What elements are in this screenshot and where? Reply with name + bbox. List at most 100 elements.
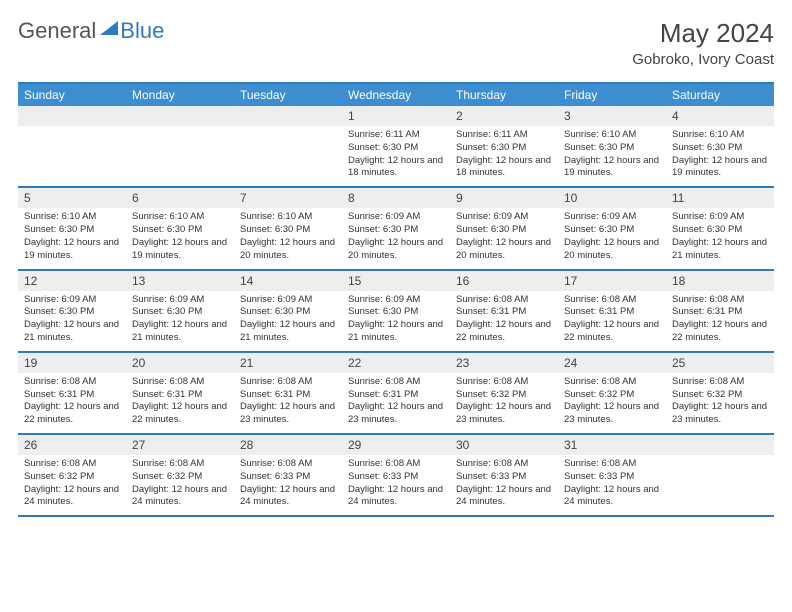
empty-day: [234, 106, 342, 126]
page-header: General Blue May 2024 Gobroko, Ivory Coa…: [18, 18, 774, 68]
empty-day: [666, 435, 774, 455]
triangle-icon: [100, 21, 118, 35]
day-cell: 23Sunrise: 6:08 AMSunset: 6:32 PMDayligh…: [450, 353, 558, 433]
day-number: 8: [342, 188, 450, 208]
day-cell: 5Sunrise: 6:10 AMSunset: 6:30 PMDaylight…: [18, 188, 126, 268]
logo-word-2: Blue: [120, 18, 164, 44]
day-number: 17: [558, 271, 666, 291]
dayname: Friday: [558, 84, 666, 106]
calendar: SundayMondayTuesdayWednesdayThursdayFrid…: [18, 82, 774, 517]
day-cell: 16Sunrise: 6:08 AMSunset: 6:31 PMDayligh…: [450, 271, 558, 351]
day-cell: 21Sunrise: 6:08 AMSunset: 6:31 PMDayligh…: [234, 353, 342, 433]
day-details: Sunrise: 6:09 AMSunset: 6:30 PMDaylight:…: [666, 208, 774, 268]
logo-word-1: General: [18, 18, 96, 44]
day-cell: [126, 106, 234, 186]
day-number: 12: [18, 271, 126, 291]
dayname: Wednesday: [342, 84, 450, 106]
day-number: 28: [234, 435, 342, 455]
day-number: 23: [450, 353, 558, 373]
day-number: 10: [558, 188, 666, 208]
day-cell: 27Sunrise: 6:08 AMSunset: 6:32 PMDayligh…: [126, 435, 234, 515]
day-details: Sunrise: 6:09 AMSunset: 6:30 PMDaylight:…: [234, 291, 342, 351]
day-details: Sunrise: 6:11 AMSunset: 6:30 PMDaylight:…: [342, 126, 450, 186]
day-cell: 24Sunrise: 6:08 AMSunset: 6:32 PMDayligh…: [558, 353, 666, 433]
day-number: 3: [558, 106, 666, 126]
day-cell: 30Sunrise: 6:08 AMSunset: 6:33 PMDayligh…: [450, 435, 558, 515]
day-number: 16: [450, 271, 558, 291]
day-details: Sunrise: 6:08 AMSunset: 6:31 PMDaylight:…: [666, 291, 774, 351]
day-cell: 2Sunrise: 6:11 AMSunset: 6:30 PMDaylight…: [450, 106, 558, 186]
day-number: 13: [126, 271, 234, 291]
day-cell: 20Sunrise: 6:08 AMSunset: 6:31 PMDayligh…: [126, 353, 234, 433]
day-details: Sunrise: 6:08 AMSunset: 6:32 PMDaylight:…: [450, 373, 558, 433]
dayname: Saturday: [666, 84, 774, 106]
day-number: 14: [234, 271, 342, 291]
day-cell: 19Sunrise: 6:08 AMSunset: 6:31 PMDayligh…: [18, 353, 126, 433]
day-details: Sunrise: 6:10 AMSunset: 6:30 PMDaylight:…: [18, 208, 126, 268]
day-number: 6: [126, 188, 234, 208]
dayname: Thursday: [450, 84, 558, 106]
empty-day: [18, 106, 126, 126]
day-cell: 13Sunrise: 6:09 AMSunset: 6:30 PMDayligh…: [126, 271, 234, 351]
day-cell: 26Sunrise: 6:08 AMSunset: 6:32 PMDayligh…: [18, 435, 126, 515]
day-details: Sunrise: 6:08 AMSunset: 6:33 PMDaylight:…: [342, 455, 450, 515]
day-cell: 17Sunrise: 6:08 AMSunset: 6:31 PMDayligh…: [558, 271, 666, 351]
day-cell: 15Sunrise: 6:09 AMSunset: 6:30 PMDayligh…: [342, 271, 450, 351]
day-number: 11: [666, 188, 774, 208]
day-cell: [234, 106, 342, 186]
weeks-container: 1Sunrise: 6:11 AMSunset: 6:30 PMDaylight…: [18, 106, 774, 517]
day-cell: 3Sunrise: 6:10 AMSunset: 6:30 PMDaylight…: [558, 106, 666, 186]
day-number: 18: [666, 271, 774, 291]
day-number: 29: [342, 435, 450, 455]
empty-day: [126, 106, 234, 126]
day-number: 5: [18, 188, 126, 208]
day-cell: 10Sunrise: 6:09 AMSunset: 6:30 PMDayligh…: [558, 188, 666, 268]
day-cell: 6Sunrise: 6:10 AMSunset: 6:30 PMDaylight…: [126, 188, 234, 268]
dayname: Tuesday: [234, 84, 342, 106]
day-details: Sunrise: 6:08 AMSunset: 6:33 PMDaylight:…: [234, 455, 342, 515]
logo: General Blue: [18, 18, 164, 44]
week-row: 19Sunrise: 6:08 AMSunset: 6:31 PMDayligh…: [18, 353, 774, 435]
day-number: 15: [342, 271, 450, 291]
day-cell: 22Sunrise: 6:08 AMSunset: 6:31 PMDayligh…: [342, 353, 450, 433]
day-number: 26: [18, 435, 126, 455]
day-details: Sunrise: 6:08 AMSunset: 6:31 PMDaylight:…: [18, 373, 126, 433]
day-details: Sunrise: 6:09 AMSunset: 6:30 PMDaylight:…: [450, 208, 558, 268]
week-row: 1Sunrise: 6:11 AMSunset: 6:30 PMDaylight…: [18, 106, 774, 188]
day-number: 19: [18, 353, 126, 373]
day-details: Sunrise: 6:08 AMSunset: 6:31 PMDaylight:…: [126, 373, 234, 433]
day-details: Sunrise: 6:11 AMSunset: 6:30 PMDaylight:…: [450, 126, 558, 186]
day-cell: 25Sunrise: 6:08 AMSunset: 6:32 PMDayligh…: [666, 353, 774, 433]
day-cell: 8Sunrise: 6:09 AMSunset: 6:30 PMDaylight…: [342, 188, 450, 268]
day-details: Sunrise: 6:09 AMSunset: 6:30 PMDaylight:…: [18, 291, 126, 351]
week-row: 5Sunrise: 6:10 AMSunset: 6:30 PMDaylight…: [18, 188, 774, 270]
day-number: 30: [450, 435, 558, 455]
day-cell: 11Sunrise: 6:09 AMSunset: 6:30 PMDayligh…: [666, 188, 774, 268]
day-details: Sunrise: 6:10 AMSunset: 6:30 PMDaylight:…: [234, 208, 342, 268]
day-number: 25: [666, 353, 774, 373]
day-details: Sunrise: 6:08 AMSunset: 6:31 PMDaylight:…: [450, 291, 558, 351]
day-cell: [18, 106, 126, 186]
day-details: Sunrise: 6:09 AMSunset: 6:30 PMDaylight:…: [558, 208, 666, 268]
day-number: 27: [126, 435, 234, 455]
day-number: 22: [342, 353, 450, 373]
day-details: Sunrise: 6:08 AMSunset: 6:31 PMDaylight:…: [342, 373, 450, 433]
day-details: Sunrise: 6:10 AMSunset: 6:30 PMDaylight:…: [666, 126, 774, 186]
day-cell: 12Sunrise: 6:09 AMSunset: 6:30 PMDayligh…: [18, 271, 126, 351]
day-details: Sunrise: 6:08 AMSunset: 6:31 PMDaylight:…: [558, 291, 666, 351]
day-details: Sunrise: 6:08 AMSunset: 6:33 PMDaylight:…: [450, 455, 558, 515]
day-details: Sunrise: 6:08 AMSunset: 6:31 PMDaylight:…: [234, 373, 342, 433]
day-number: 1: [342, 106, 450, 126]
day-cell: [666, 435, 774, 515]
day-number: 2: [450, 106, 558, 126]
day-details: Sunrise: 6:09 AMSunset: 6:30 PMDaylight:…: [342, 291, 450, 351]
day-details: Sunrise: 6:08 AMSunset: 6:33 PMDaylight:…: [558, 455, 666, 515]
page-title: May 2024: [632, 18, 774, 49]
day-cell: 9Sunrise: 6:09 AMSunset: 6:30 PMDaylight…: [450, 188, 558, 268]
day-cell: 31Sunrise: 6:08 AMSunset: 6:33 PMDayligh…: [558, 435, 666, 515]
day-number: 7: [234, 188, 342, 208]
dayname: Monday: [126, 84, 234, 106]
page-subtitle: Gobroko, Ivory Coast: [632, 51, 774, 68]
day-cell: 18Sunrise: 6:08 AMSunset: 6:31 PMDayligh…: [666, 271, 774, 351]
day-details: Sunrise: 6:08 AMSunset: 6:32 PMDaylight:…: [126, 455, 234, 515]
